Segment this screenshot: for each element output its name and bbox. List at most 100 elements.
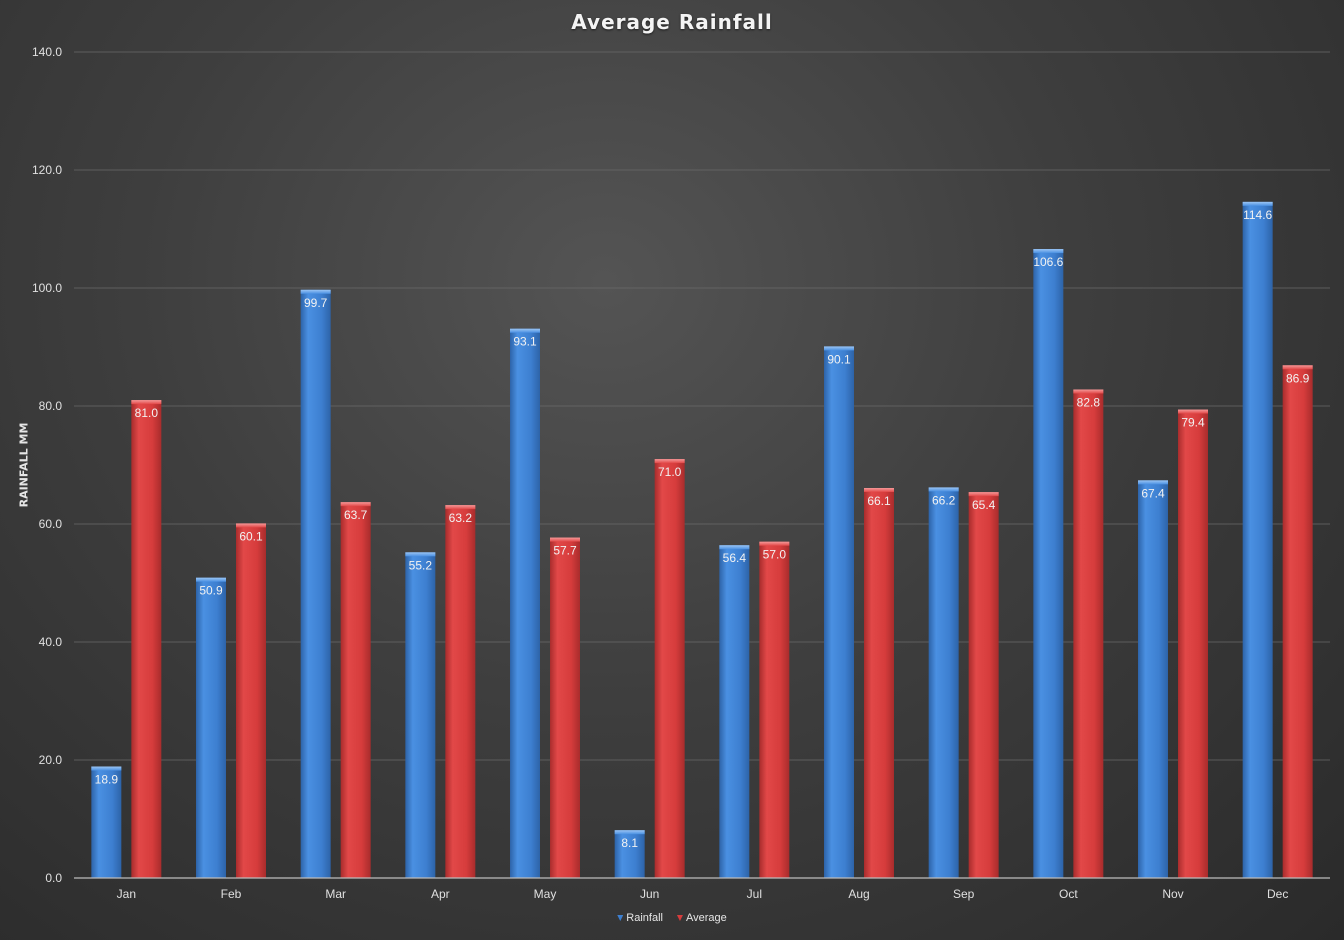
x-tick-label: Jul — [747, 887, 762, 901]
bar-top-average-jan — [131, 400, 162, 405]
x-tick-label: Sep — [953, 887, 975, 901]
axes: 0.0 20.0 40.0 60.0 80.0 100.0 120.0 140.0 Jan Feb… — [32, 45, 1330, 901]
bar-average-oct — [1073, 389, 1104, 878]
bar-top-rainfall-nov — [1138, 480, 1168, 485]
x-tick-label: Aug — [848, 887, 869, 901]
data-label-rainfall-nov: 67.4 — [1141, 486, 1165, 500]
legend: Rainfall Average — [0, 912, 1344, 924]
bar-average-may — [550, 537, 580, 878]
bar-rainfall-feb — [196, 577, 226, 878]
legend-label-rainfall: Rainfall — [626, 912, 663, 924]
chart-title: Average Rainfall — [571, 10, 773, 34]
y-tick-label: 100.0 — [32, 281, 62, 295]
data-label-average-jan: 81.0 — [135, 406, 159, 420]
bar-top-average-may — [550, 537, 580, 542]
bar-average-nov — [1178, 409, 1208, 878]
data-label-average-jun: 71.0 — [658, 465, 682, 479]
bar-top-rainfall-feb — [196, 577, 226, 582]
x-tick-label: Mar — [325, 887, 346, 901]
legend-label-average: Average — [685, 912, 727, 924]
bar-top-average-oct — [1073, 389, 1104, 394]
bar-top-average-feb — [236, 523, 266, 528]
data-label-average-feb: 60.1 — [239, 529, 263, 543]
bar-top-average-aug — [864, 488, 894, 493]
legend-swatch-average — [676, 915, 683, 921]
bar-top-average-jul — [759, 541, 790, 546]
data-label-average-nov: 79.4 — [1181, 416, 1205, 430]
bar-top-rainfall-apr — [405, 552, 436, 557]
bar-rainfall-oct — [1033, 249, 1064, 878]
legend-item-rainfall: Rainfall — [617, 912, 663, 924]
data-label-average-aug: 66.1 — [867, 494, 891, 508]
x-tick-label: May — [534, 887, 557, 901]
bar-top-average-nov — [1178, 409, 1208, 414]
bar-top-rainfall-jan — [91, 766, 122, 771]
bar-top-average-jun — [654, 459, 685, 464]
data-label-rainfall-feb: 50.9 — [199, 584, 223, 598]
bar-rainfall-aug — [824, 346, 854, 878]
bar-average-mar — [340, 502, 371, 878]
bar-rainfall-mar — [300, 289, 331, 878]
bar-top-average-dec — [1282, 365, 1313, 370]
bar-rainfall-jan — [91, 766, 122, 878]
bar-top-average-mar — [340, 502, 371, 507]
legend-swatch-rainfall — [617, 915, 624, 921]
x-tick-label: Jun — [640, 887, 659, 901]
bar-top-rainfall-jun — [614, 830, 645, 835]
y-tick-label: 80.0 — [39, 399, 63, 413]
bar-top-rainfall-jul — [719, 545, 750, 550]
x-tick-label: Dec — [1267, 887, 1288, 901]
y-tick-label: 0.0 — [45, 871, 62, 885]
bar-top-rainfall-oct — [1033, 249, 1064, 254]
data-label-rainfall-apr: 55.2 — [409, 558, 433, 572]
data-label-rainfall-jan: 18.9 — [95, 772, 119, 786]
bar-average-jan — [131, 400, 162, 878]
data-label-rainfall-aug: 90.1 — [827, 352, 851, 366]
bar-rainfall-apr — [405, 552, 436, 878]
data-label-average-apr: 63.2 — [449, 511, 473, 525]
data-label-rainfall-may: 93.1 — [513, 335, 537, 349]
bar-top-rainfall-sep — [928, 487, 959, 492]
bar-rainfall-dec — [1242, 201, 1273, 879]
x-tick-label: Oct — [1059, 887, 1078, 901]
data-label-rainfall-jul: 56.4 — [723, 551, 747, 565]
bar-average-dec — [1282, 365, 1313, 878]
data-label-average-may: 57.7 — [553, 544, 577, 558]
bar-rainfall-may — [510, 328, 540, 879]
bar-rainfall-jul — [719, 545, 750, 878]
bar-average-jul — [759, 541, 790, 878]
data-label-average-sep: 65.4 — [972, 498, 996, 512]
data-label-average-jul: 57.0 — [763, 548, 787, 562]
bar-average-jun — [654, 459, 685, 878]
bar-average-sep — [968, 492, 999, 878]
grid-lines — [74, 51, 1330, 761]
data-label-rainfall-jun: 8.1 — [621, 836, 638, 850]
bar-top-rainfall-may — [510, 328, 540, 333]
bar-top-average-apr — [445, 505, 476, 510]
data-label-rainfall-dec: 114.6 — [1243, 208, 1272, 222]
x-tick-label: Nov — [1162, 887, 1183, 901]
bar-average-apr — [445, 505, 476, 878]
bar-top-rainfall-aug — [824, 346, 854, 351]
bar-top-rainfall-dec — [1242, 201, 1273, 206]
bars — [91, 201, 1313, 879]
y-tick-label: 20.0 — [39, 753, 63, 767]
data-label-rainfall-sep: 66.2 — [932, 493, 956, 507]
x-tick-label: Apr — [431, 887, 450, 901]
bar-rainfall-nov — [1138, 480, 1168, 878]
data-label-average-oct: 82.8 — [1077, 395, 1101, 409]
data-labels: 18.9 81.0 50.9 60.1 99.7 63.7 55.2 63.2 93.1 57.7… — [95, 208, 1310, 850]
bar-top-average-sep — [968, 492, 999, 497]
x-tick-label: Feb — [221, 887, 242, 901]
y-tick-label: 60.0 — [39, 517, 63, 531]
data-label-rainfall-mar: 99.7 — [304, 296, 328, 310]
y-tick-label: 40.0 — [39, 635, 63, 649]
y-tick-label: 120.0 — [32, 163, 62, 177]
x-tick-label: Jan — [117, 887, 136, 901]
data-label-average-mar: 63.7 — [344, 508, 368, 522]
y-tick-label: 140.0 — [32, 45, 62, 59]
bar-average-aug — [864, 488, 894, 878]
data-label-average-dec: 86.9 — [1286, 371, 1310, 385]
